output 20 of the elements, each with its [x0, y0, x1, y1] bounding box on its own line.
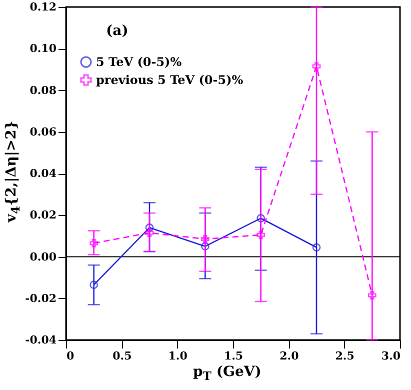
x-tick-label: 2.5: [335, 350, 354, 362]
y-tick-label: -0.04: [25, 334, 57, 346]
x-tick-label: 3.0: [381, 350, 401, 362]
y-tick-label: 0.10: [30, 42, 57, 56]
y-tick-label: -0.02: [25, 292, 56, 305]
x-axis-title: p$_{T}$ (GeV): [193, 364, 262, 383]
y-tick-label: 0.00: [30, 250, 57, 264]
x-tick-label: 0: [66, 350, 74, 362]
x-tick-label: 2.0: [280, 350, 300, 362]
legend-label: previous 5 TeV (0-5)%: [96, 73, 244, 87]
x-tick-label: 1.5: [224, 350, 244, 362]
x-tick-label: 1.0: [168, 350, 188, 362]
y-tick-label: 0.04: [30, 167, 57, 180]
y-tick-label: 0.08: [30, 84, 57, 97]
legend-label: 5 TeV (0-5)%: [96, 55, 182, 69]
annotation: (a): [106, 23, 128, 39]
x-tick-label: 0.5: [112, 350, 132, 362]
y-tick-label: 0.12: [30, 0, 56, 14]
y-tick-label: 0.06: [30, 125, 57, 138]
y-tick-label: 0.02: [30, 208, 56, 222]
